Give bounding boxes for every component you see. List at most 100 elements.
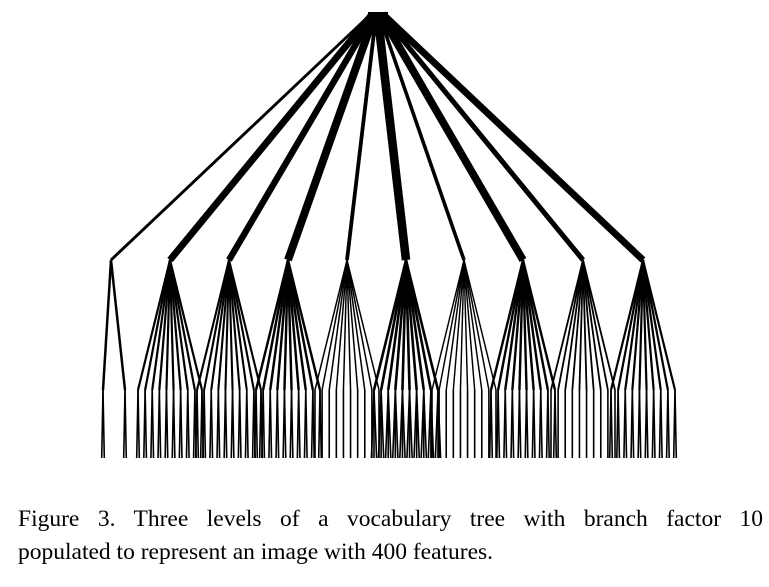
leaf-edge-4-7-2: [297, 389, 301, 459]
leaf-edge-4-9-2: [312, 389, 315, 459]
leaf-edge-6-8-3: [422, 389, 428, 459]
edge-root-to-node-6: [373, 13, 411, 261]
edge-root-to-node-5: [345, 13, 379, 261]
leaf-edge-6-2-3: [380, 389, 385, 459]
edge-root-to-node-9: [379, 12, 585, 262]
edge-node-10-child-2: [617, 259, 645, 391]
edge-node-5-child-7: [346, 259, 359, 391]
leaf-edge-6-4-3: [394, 389, 399, 459]
edge-node-2-child-2: [144, 259, 172, 391]
edge-node-7-child-7: [463, 259, 476, 391]
leaf-edge-8-6-2: [525, 389, 529, 459]
edge-node-9-child-3: [564, 259, 584, 391]
leaf-edge-3-4-2: [217, 389, 221, 459]
leaf-edge-2-8-2: [186, 389, 190, 459]
edge-node-7-child-3: [445, 259, 465, 391]
edge-node-9-child-8: [582, 259, 602, 391]
edge-node-5-child-1: [314, 259, 348, 391]
edge-node-9-child-4: [571, 259, 584, 391]
edge-node-7-child-1: [431, 259, 465, 391]
leaf-edge-10-10-2: [674, 389, 678, 459]
edge-root-to-node-10: [380, 11, 646, 263]
leaf-edge-3-5-2: [224, 389, 228, 459]
leaf-edge-3-3-2: [210, 389, 214, 459]
edge-node-10-child-8: [641, 259, 662, 391]
edge-node-9-child-7: [582, 259, 595, 391]
edge-node-5-child-3: [328, 259, 348, 391]
leaf-edge-4-1-2: [255, 389, 259, 459]
leaf-edge-6-3-3: [387, 389, 392, 459]
leaf-edge-3-8-2: [245, 389, 249, 459]
tree-level-1-edges: [109, 11, 646, 263]
leaf-edge-8-1-2: [490, 389, 494, 459]
leaf-edge-6-1-3: [373, 389, 378, 459]
edge-node-3-child-1: [195, 259, 231, 391]
edge-node-5-child-10: [346, 259, 380, 391]
edge-node-8-child-10: [521, 259, 557, 391]
edge-node-10-child-10: [641, 259, 677, 391]
edge-node-3-child-4: [217, 259, 231, 391]
edge-node-2-child-8: [168, 259, 189, 391]
leaf-edge-3-1-2: [196, 389, 200, 459]
edge-node-10-child-1: [609, 259, 645, 391]
edge-node-6-child-10: [404, 259, 440, 391]
edge-node-2-child-10: [168, 259, 204, 391]
leaf-edge-10-8-2: [659, 389, 663, 459]
edge-node-2-child-9: [168, 259, 196, 391]
edge-node-10-child-9: [641, 259, 669, 391]
edge-node-7-child-5: [459, 259, 465, 391]
leaf-edge-8-4-2: [511, 389, 515, 459]
edge-node-7-child-4: [452, 259, 465, 391]
edge-root-to-node-3: [226, 12, 377, 262]
edge-node-1-child-1: [101, 259, 113, 391]
leaf-edge-2-1-2: [137, 389, 141, 459]
leaf-edge-3-7-2: [238, 389, 242, 459]
edge-node-5-child-8: [346, 259, 366, 391]
leaf-edge-10-6-2: [645, 389, 649, 459]
leaf-edge-8-9-2: [547, 389, 550, 459]
edge-node-3-child-6: [227, 259, 234, 391]
leaf-edge-1-1-2: [102, 389, 106, 459]
edge-node-3-child-5: [224, 259, 231, 391]
leaf-edge-6-7-3: [415, 389, 421, 459]
edge-node-2-child-1: [136, 259, 172, 391]
leaf-edge-2-5-2: [165, 389, 169, 459]
leaf-edge-4-2-2: [262, 389, 266, 459]
edge-node-9-child-10: [582, 259, 616, 391]
caption-line-1: Figure 3. Three levels of a vocabulary t…: [18, 506, 763, 532]
leaf-edge-4-5-2: [283, 389, 287, 459]
edge-node-3-child-2: [203, 259, 231, 391]
leaf-edge-8-2-2: [497, 389, 501, 459]
leaf-edge-10-7-2: [652, 389, 656, 459]
leaf-edge-2-7-2: [179, 389, 183, 459]
leaf-edge-8-3-2: [504, 389, 508, 459]
edge-root-to-node-2: [167, 11, 375, 263]
edge-node-10-child-5: [638, 259, 645, 391]
edge-node-7-child-6: [463, 259, 469, 391]
edge-node-7-child-8: [463, 259, 483, 391]
leaf-edge-4-6-2: [290, 389, 294, 459]
edge-node-5-child-4: [335, 259, 348, 391]
edge-node-3-child-7: [227, 259, 241, 391]
edge-node-2-child-5: [165, 259, 172, 391]
leaf-edge-2-6-2: [172, 389, 176, 459]
leaf-edge-8-10-2: [554, 389, 558, 459]
edge-node-9-child-1: [550, 259, 584, 391]
edge-node-10-child-7: [641, 259, 655, 391]
edge-node-2-child-7: [168, 259, 182, 391]
edge-node-3-child-10: [227, 259, 263, 391]
edge-node-9-child-9: [582, 259, 609, 391]
edge-node-5-child-5: [342, 259, 348, 391]
edge-node-7-child-2: [438, 259, 465, 391]
tree-level-3-edges: [100, 389, 678, 459]
edge-node-3-child-3: [210, 259, 231, 391]
edge-node-5-child-6: [346, 259, 352, 391]
leaf-edge-10-2-2: [617, 389, 621, 459]
leaf-edge-3-2-2: [203, 389, 207, 459]
leaf-edge-3-6-2: [231, 389, 235, 459]
leaf-edge-4-8-2: [304, 389, 308, 459]
edge-node-10-child-4: [631, 259, 645, 391]
vocabulary-tree-diagram: [100, 11, 678, 459]
leaf-edge-1-10-2: [124, 389, 128, 459]
edge-node-1-child-10: [109, 259, 127, 391]
